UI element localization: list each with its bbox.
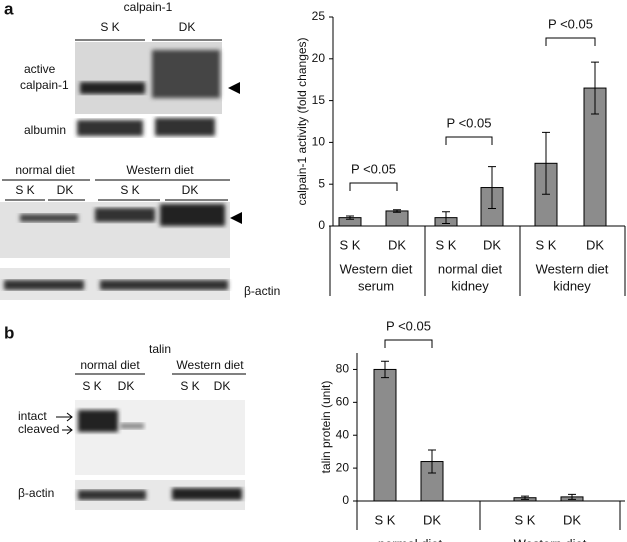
group-label: Western diet bbox=[176, 358, 244, 372]
group-label: kidney bbox=[553, 278, 591, 293]
arrow bbox=[56, 412, 73, 435]
lane-label: S K bbox=[82, 379, 101, 393]
bar bbox=[385, 210, 409, 227]
y-axis-title: talin protein (unit) bbox=[319, 381, 333, 474]
significance-bracket bbox=[384, 339, 433, 348]
group-label: normal diet bbox=[378, 536, 443, 542]
group-label: Western diet bbox=[536, 261, 609, 276]
blot-title: calpain-1 bbox=[124, 0, 173, 14]
lane-label: S K bbox=[100, 20, 119, 34]
significance-bracket bbox=[445, 136, 493, 145]
band-label: calpain-1 bbox=[20, 78, 69, 92]
bar bbox=[373, 368, 397, 502]
y-tick-label: 25 bbox=[312, 9, 326, 23]
panel-label: b bbox=[4, 323, 14, 342]
arrowhead bbox=[228, 82, 240, 94]
y-tick-label: 40 bbox=[336, 427, 350, 441]
y-tick-label: 10 bbox=[312, 135, 326, 149]
band bbox=[155, 118, 215, 136]
band bbox=[152, 50, 220, 98]
group-label: serum bbox=[358, 278, 394, 293]
lane-label: DK bbox=[179, 20, 196, 34]
band-label: intact bbox=[18, 409, 47, 423]
error-bar bbox=[346, 215, 354, 220]
x-tick-label: DK bbox=[388, 237, 406, 252]
band bbox=[160, 204, 225, 226]
y-tick-label: 20 bbox=[336, 460, 350, 474]
band bbox=[80, 82, 145, 94]
error-bar bbox=[568, 493, 576, 500]
group-label: Western diet bbox=[340, 261, 413, 276]
x-tick-label: DK bbox=[563, 512, 581, 527]
band bbox=[100, 280, 228, 290]
significance-label: P <0.05 bbox=[386, 318, 431, 333]
x-tick-label: S K bbox=[375, 512, 396, 527]
band bbox=[78, 490, 146, 500]
band-label: cleaved bbox=[18, 422, 59, 436]
band bbox=[172, 488, 242, 500]
error-bar bbox=[442, 211, 450, 224]
lane-label: DK bbox=[214, 379, 231, 393]
y-tick-label: 0 bbox=[342, 493, 349, 507]
loading-label: β-actin bbox=[18, 486, 54, 500]
y-tick-label: 0 bbox=[318, 218, 325, 232]
x-tick-label: S K bbox=[536, 237, 557, 252]
significance-label: P <0.05 bbox=[447, 115, 492, 130]
y-tick-label: 15 bbox=[312, 93, 326, 107]
significance-bracket bbox=[545, 37, 596, 46]
significance-bracket bbox=[349, 182, 398, 191]
x-tick-label: S K bbox=[436, 237, 457, 252]
group-label: kidney bbox=[451, 278, 489, 293]
x-tick-label: DK bbox=[586, 237, 604, 252]
x-tick-label: DK bbox=[423, 512, 441, 527]
lane-label: DK bbox=[57, 183, 74, 197]
group-label: normal diet bbox=[438, 261, 503, 276]
group-label: normal diet bbox=[80, 358, 140, 372]
lane-label: DK bbox=[118, 379, 135, 393]
band bbox=[77, 120, 143, 136]
lane-label: S K bbox=[180, 379, 199, 393]
panel-label: a bbox=[4, 0, 14, 18]
y-axis-title: calpain-1 activity (fold changes) bbox=[295, 37, 309, 205]
arrowhead bbox=[230, 212, 242, 224]
x-tick-label: S K bbox=[340, 237, 361, 252]
group-label: Western diet bbox=[514, 536, 587, 542]
band bbox=[4, 280, 84, 290]
y-tick-label: 20 bbox=[312, 51, 326, 65]
error-bar bbox=[521, 495, 529, 500]
band bbox=[20, 214, 78, 222]
lane-label: DK bbox=[182, 183, 199, 197]
y-tick-label: 80 bbox=[336, 362, 350, 376]
error-bar bbox=[428, 449, 436, 474]
band-label: active bbox=[24, 62, 56, 76]
error-bar bbox=[488, 166, 496, 209]
group-label: normal diet bbox=[15, 163, 75, 177]
lane-label: S K bbox=[120, 183, 139, 197]
band bbox=[95, 208, 155, 222]
x-tick-label: DK bbox=[483, 237, 501, 252]
significance-label: P <0.05 bbox=[351, 161, 396, 176]
blot-title: talin bbox=[149, 342, 171, 356]
error-bar bbox=[381, 360, 389, 379]
error-bar bbox=[542, 131, 550, 195]
significance-label: P <0.05 bbox=[548, 16, 593, 31]
error-bar bbox=[591, 61, 599, 115]
band bbox=[120, 423, 144, 429]
band bbox=[78, 410, 118, 432]
error-bar bbox=[393, 209, 401, 213]
y-tick-label: 60 bbox=[336, 395, 350, 409]
group-label: Western diet bbox=[126, 163, 194, 177]
loading-label: β-actin bbox=[244, 284, 280, 298]
y-tick-label: 5 bbox=[318, 176, 325, 190]
loading-label: albumin bbox=[24, 123, 66, 137]
x-tick-label: S K bbox=[515, 512, 536, 527]
lane-label: S K bbox=[15, 183, 34, 197]
